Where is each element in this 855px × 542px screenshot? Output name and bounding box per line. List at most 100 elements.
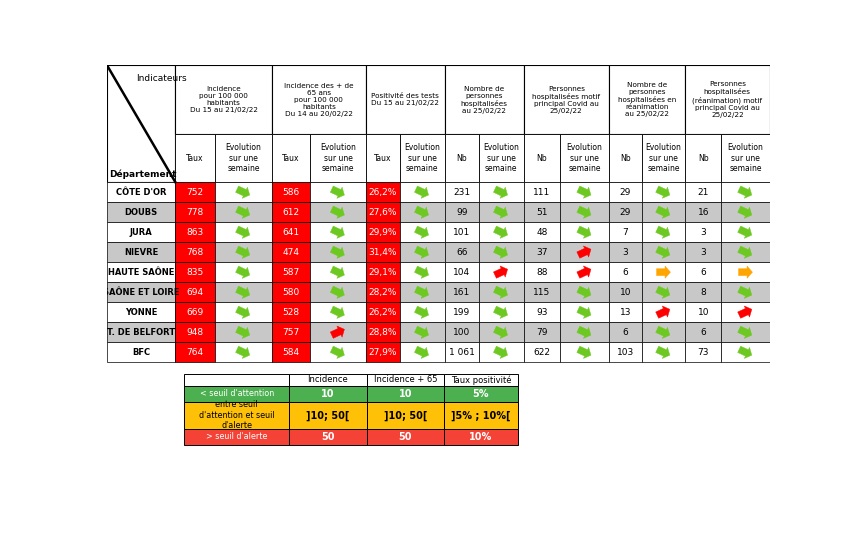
Bar (445, 262, 479, 282)
Bar (107, 262, 175, 282)
Text: 757: 757 (282, 328, 300, 337)
Text: Incidence: Incidence (308, 376, 348, 384)
Text: Evolution
sur une
semaine: Evolution sur une semaine (483, 143, 519, 173)
Bar (310, 202, 366, 222)
Polygon shape (330, 306, 345, 319)
Bar (609, 282, 642, 302)
Bar (366, 282, 400, 302)
Bar (560, 202, 609, 222)
Bar (444, 429, 517, 444)
Bar (642, 202, 685, 222)
Text: 88: 88 (536, 268, 548, 276)
Bar (560, 242, 609, 262)
Bar (609, 302, 642, 322)
Text: 752: 752 (186, 188, 203, 197)
Text: YONNE: YONNE (125, 308, 157, 317)
Text: 3: 3 (700, 228, 706, 237)
Text: Evolution
sur une
semaine: Evolution sur une semaine (404, 143, 440, 173)
Text: 50: 50 (398, 432, 412, 442)
Text: 612: 612 (282, 208, 300, 217)
Text: Evolution
sur une
semaine: Evolution sur une semaine (226, 143, 262, 173)
Polygon shape (415, 246, 428, 259)
Text: 66: 66 (456, 248, 468, 257)
Text: Taux: Taux (186, 154, 203, 163)
Text: 21: 21 (698, 188, 709, 197)
Polygon shape (738, 346, 752, 358)
Polygon shape (493, 186, 508, 198)
Text: 26,2%: 26,2% (369, 188, 397, 197)
Bar (685, 322, 722, 342)
Text: 51: 51 (536, 208, 548, 217)
Bar (722, 134, 770, 182)
Polygon shape (577, 246, 591, 258)
Polygon shape (738, 306, 752, 318)
Bar (175, 182, 215, 202)
Text: 778: 778 (186, 208, 203, 217)
Text: Evolution
sur une
semaine: Evolution sur une semaine (646, 143, 681, 173)
Bar (400, 242, 445, 262)
Bar (310, 282, 366, 302)
Bar (642, 262, 685, 282)
Bar (609, 222, 642, 242)
Text: 584: 584 (282, 348, 300, 357)
Text: 100: 100 (453, 328, 470, 337)
Text: JURA: JURA (130, 228, 152, 237)
Text: 73: 73 (698, 348, 709, 357)
Text: 694: 694 (186, 288, 203, 296)
Text: 101: 101 (453, 228, 470, 237)
Bar (479, 322, 524, 342)
Bar (524, 262, 560, 282)
Bar (400, 262, 445, 282)
Bar (366, 242, 400, 262)
Bar (185, 402, 289, 429)
Polygon shape (656, 286, 669, 299)
Bar (685, 202, 722, 222)
Polygon shape (656, 326, 669, 338)
Bar (524, 342, 560, 362)
Bar (444, 386, 517, 402)
Text: Personnes
hospitalisées
(réanimation) motif
principal Covid au
25/02/22: Personnes hospitalisées (réanimation) mo… (693, 81, 763, 118)
Polygon shape (236, 246, 250, 259)
Bar (560, 322, 609, 342)
Bar (310, 262, 366, 282)
Polygon shape (738, 186, 752, 198)
Text: 474: 474 (283, 248, 299, 257)
Bar (310, 222, 366, 242)
Bar (524, 282, 560, 302)
Text: 863: 863 (186, 228, 203, 237)
Bar (642, 322, 685, 342)
Polygon shape (577, 266, 591, 278)
Polygon shape (236, 286, 250, 299)
Bar (445, 65, 524, 134)
Bar (107, 322, 175, 342)
Text: BFC: BFC (132, 348, 150, 357)
Polygon shape (493, 326, 508, 338)
Polygon shape (330, 326, 345, 338)
Text: SAÔNE ET LOIRE: SAÔNE ET LOIRE (103, 288, 180, 296)
Bar (310, 302, 366, 322)
Bar (272, 242, 310, 262)
Bar (175, 134, 215, 182)
Bar (722, 202, 770, 222)
Bar (175, 302, 215, 322)
Text: 93: 93 (536, 308, 548, 317)
Text: 115: 115 (534, 288, 551, 296)
Bar (185, 374, 289, 386)
Text: 16: 16 (698, 208, 709, 217)
Bar (445, 302, 479, 322)
Bar (215, 134, 272, 182)
Bar (479, 242, 524, 262)
Text: 28,2%: 28,2% (369, 288, 397, 296)
Bar (445, 134, 479, 182)
Bar (560, 342, 609, 362)
Bar (685, 134, 722, 182)
Text: < seuil d'attention: < seuil d'attention (199, 389, 274, 398)
Bar (400, 182, 445, 202)
Bar (367, 429, 444, 444)
Polygon shape (236, 206, 250, 218)
Bar (560, 262, 609, 282)
Polygon shape (738, 286, 752, 299)
Polygon shape (330, 186, 345, 198)
Bar (366, 262, 400, 282)
Bar (272, 282, 310, 302)
